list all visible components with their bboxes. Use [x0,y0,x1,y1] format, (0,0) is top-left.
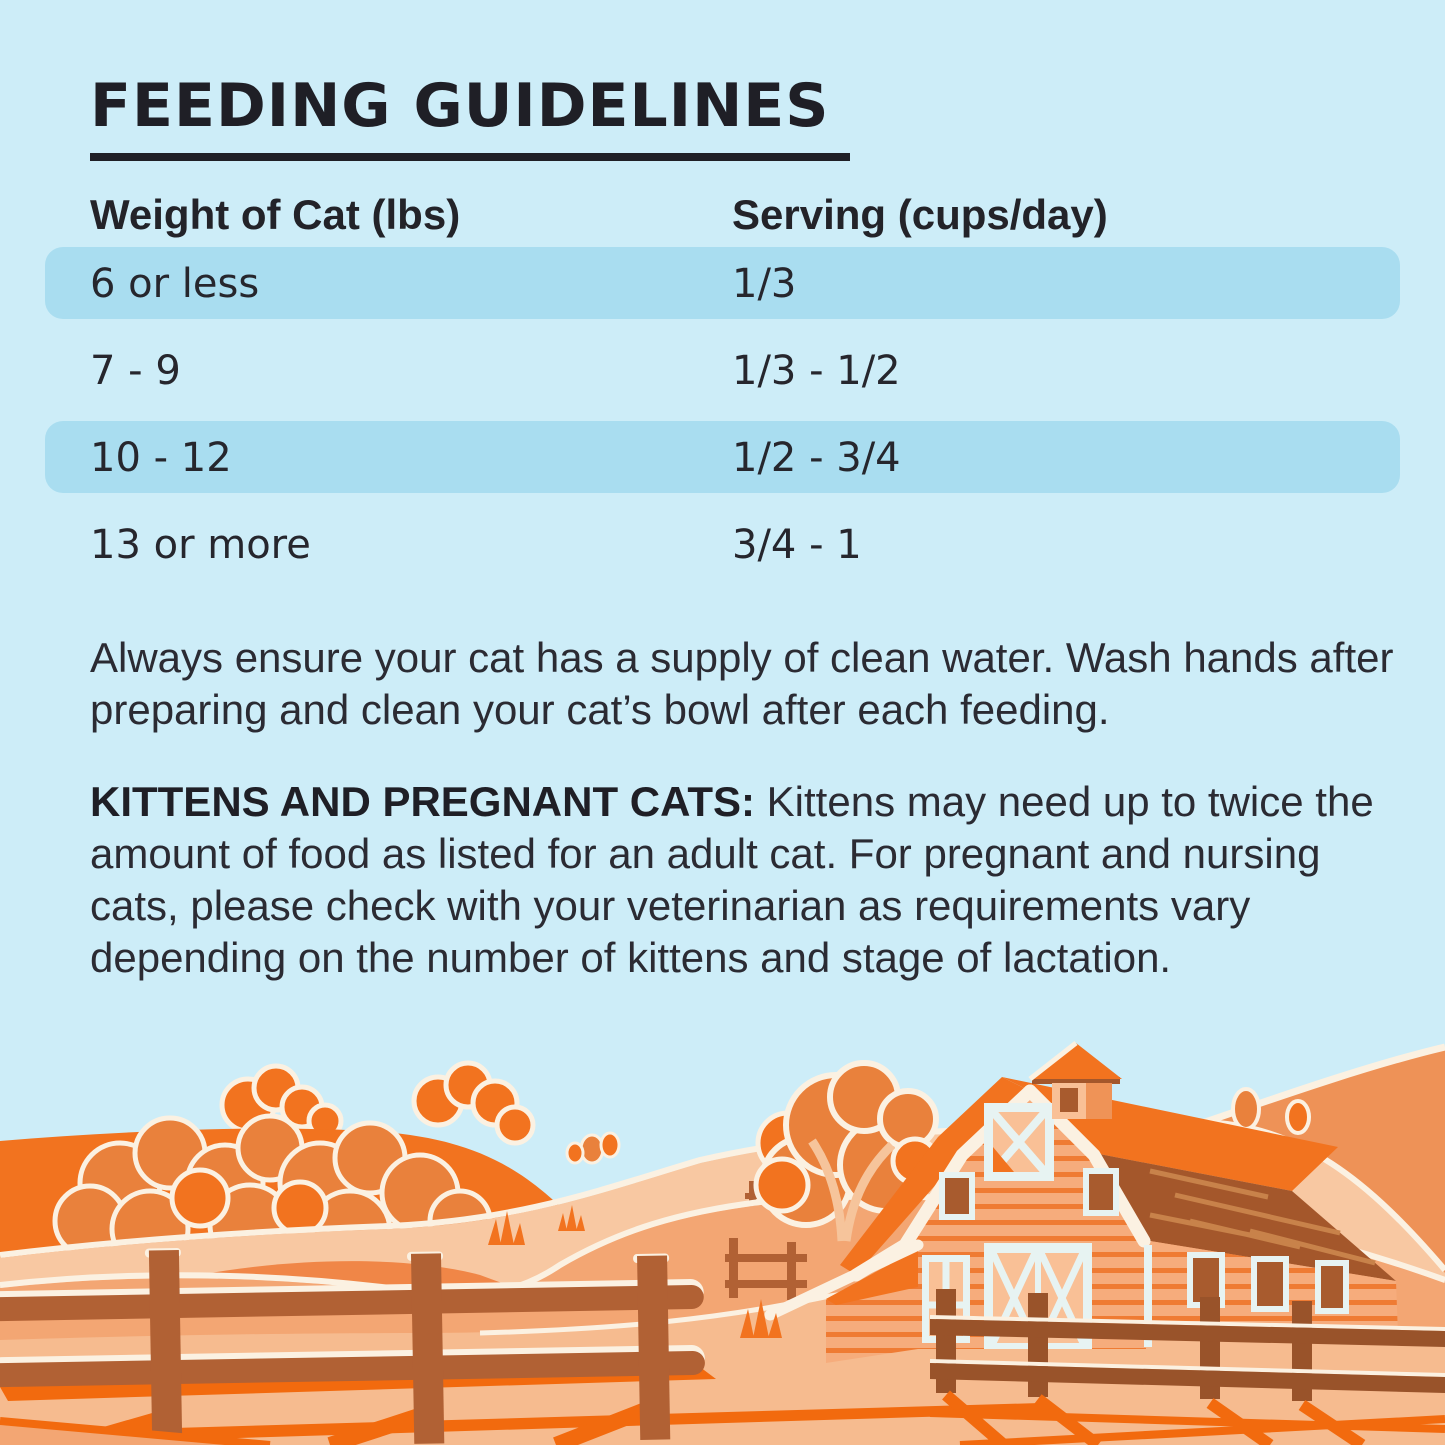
weight-cell: 13 or more [90,521,311,568]
barn-trees [753,1060,940,1242]
hayloft-window [984,1103,1054,1181]
barn-window-left [939,1172,975,1220]
right-fence [929,1289,1445,1401]
barn-roof [840,1077,1396,1281]
page-title: FEEDING GUIDELINES [90,71,830,141]
kittens-note-label: KITTENS AND PREGNANT CATS: [90,778,755,826]
sky-trees [219,1060,536,1146]
weight-cell: 6 or less [90,260,260,307]
serving-cell: 1/3 [732,260,797,307]
table-row: 6 or less 1/3 [45,240,1400,327]
barn [764,1041,1398,1363]
barn-lean-to [764,1239,924,1363]
farm-illustration [0,1041,1445,1445]
barn-window-right [1083,1168,1119,1216]
row-highlight [45,421,1400,493]
grass-tufts [488,1205,782,1338]
weight-cell: 7 - 9 [90,347,181,394]
kittens-note-text: Kittens may need up to twice the amount … [90,778,1374,982]
table-row: 13 or more 3/4 - 1 [45,501,1400,588]
table-row: 7 - 9 1/3 - 1/2 [45,327,1400,414]
row-highlight [45,247,1400,319]
serving-cell: 1/3 - 1/2 [732,347,901,394]
distant-fence-near [725,1238,807,1300]
serving-cell: 1/2 - 3/4 [732,434,901,481]
column-header-weight: Weight of Cat (lbs) [90,191,461,238]
corner-accent [0,1417,271,1445]
kittens-note: KITTENS AND PREGNANT CATS: Kittens may n… [90,776,1410,984]
table-row: 10 - 12 1/2 - 3/4 [45,414,1400,501]
water-note: Always ensure your cat has a supply of c… [90,634,1394,734]
title-underline [90,153,850,161]
table-header-row: Weight of Cat (lbs) Serving (cups/day) [90,194,1445,236]
distant-bushes [565,1087,1311,1165]
left-fence [0,1248,705,1445]
cupola [1028,1041,1122,1119]
serving-cell: 3/4 - 1 [732,521,862,568]
feeding-table: 6 or less 1/3 7 - 9 1/3 - 1/2 10 - 12 1/… [45,240,1400,588]
weight-cell: 10 - 12 [90,434,232,481]
column-header-serving: Serving (cups/day) [732,191,1108,238]
label-content: FEEDING GUIDELINES Weight of Cat (lbs) S… [45,71,1445,984]
